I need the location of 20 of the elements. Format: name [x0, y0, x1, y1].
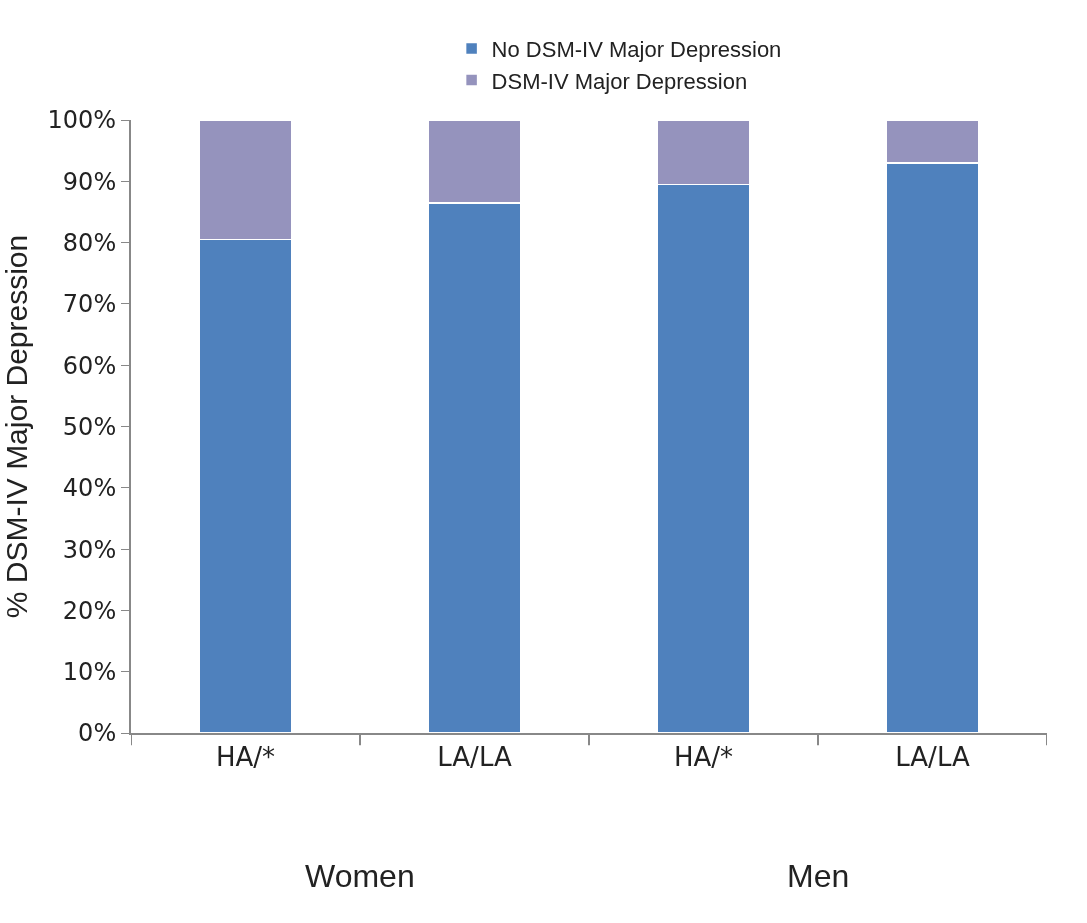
- legend-label: DSM-IV Major Depression: [491, 68, 748, 94]
- x-tick-label: LA/LA: [895, 742, 970, 773]
- y-tick-label: 60%: [62, 351, 117, 380]
- x-tick-label: LA/LA: [437, 742, 512, 773]
- y-tick-label: 10%: [62, 658, 117, 687]
- y-tick-label: 100%: [47, 106, 117, 135]
- y-tick-label: 30%: [62, 535, 117, 564]
- y-tick-label: 20%: [62, 596, 117, 625]
- legend-label: No DSM-IV Major Depression: [491, 36, 782, 62]
- y-tick-label: 50%: [62, 412, 117, 441]
- x-tick-label: HA/*: [215, 742, 276, 773]
- text: Women: [305, 858, 415, 894]
- y-axis-title: % DSM-IV Major Depression: [0, 234, 33, 619]
- y-tick-label: 40%: [62, 474, 117, 503]
- text: Men: [787, 858, 850, 894]
- y-tick-label: 70%: [62, 290, 117, 319]
- y-tick-label: 90%: [62, 167, 117, 196]
- x-tick-label: HA/*: [673, 742, 734, 773]
- y-tick-label: 0%: [78, 719, 117, 748]
- y-tick-label: 80%: [62, 229, 117, 257]
